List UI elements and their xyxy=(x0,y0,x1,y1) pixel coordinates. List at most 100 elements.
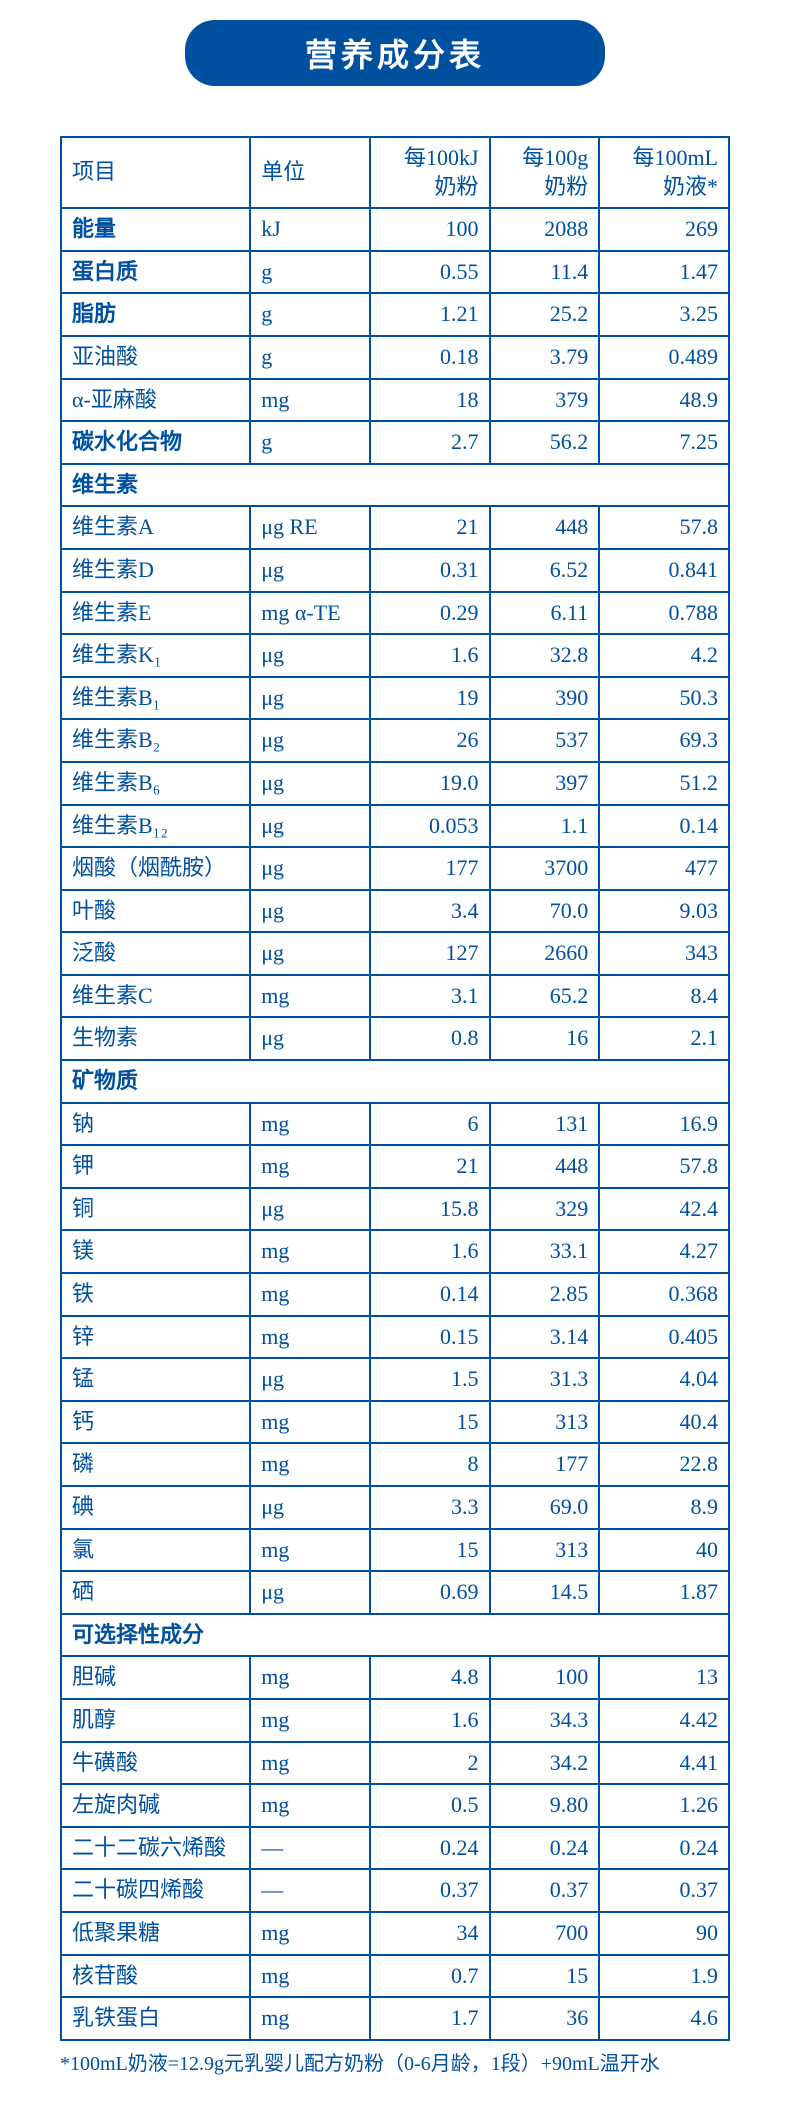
table-row: 钠mg613116.9 xyxy=(61,1103,729,1146)
cell-v3: 3.25 xyxy=(599,293,729,336)
cell-v1: 3.1 xyxy=(370,975,490,1018)
cell-name: 磷 xyxy=(61,1443,250,1486)
table-row: 烟酸（烟酰胺）μg1773700477 xyxy=(61,847,729,890)
cell-name: 亚油酸 xyxy=(61,336,250,379)
cell-unit: mg xyxy=(250,1656,370,1699)
cell-unit: mg xyxy=(250,1103,370,1146)
cell-v1: 19.0 xyxy=(370,762,490,805)
cell-v3: 0.368 xyxy=(599,1273,729,1316)
cell-unit: g xyxy=(250,251,370,294)
cell-unit: mg α-TE xyxy=(250,592,370,635)
cell-v2: 2088 xyxy=(490,208,600,251)
cell-unit: mg xyxy=(250,1699,370,1742)
col-per100g: 每100g奶粉 xyxy=(490,137,600,208)
cell-v2: 11.4 xyxy=(490,251,600,294)
cell-v2: 0.37 xyxy=(490,1869,600,1912)
cell-v3: 57.8 xyxy=(599,506,729,549)
cell-unit: μg xyxy=(250,762,370,805)
nutrition-table: 项目 单位 每100kJ奶粉 每100g奶粉 每100mL奶液* 能量kJ100… xyxy=(60,136,730,2041)
cell-v1: 1.5 xyxy=(370,1358,490,1401)
cell-v2: 397 xyxy=(490,762,600,805)
cell-v1: 0.37 xyxy=(370,1869,490,1912)
cell-name: 生物素 xyxy=(61,1017,250,1060)
cell-v3: 4.27 xyxy=(599,1230,729,1273)
cell-name: 左旋肉碱 xyxy=(61,1784,250,1827)
cell-v3: 40 xyxy=(599,1529,729,1572)
table-row: 叶酸μg3.470.09.03 xyxy=(61,890,729,933)
cell-v2: 131 xyxy=(490,1103,600,1146)
cell-v2: 390 xyxy=(490,677,600,720)
table-row: 维生素Dμg0.316.520.841 xyxy=(61,549,729,592)
table-row: 铁mg0.142.850.368 xyxy=(61,1273,729,1316)
cell-v3: 16.9 xyxy=(599,1103,729,1146)
cell-name: 能量 xyxy=(61,208,250,251)
cell-v1: 177 xyxy=(370,847,490,890)
section-label: 可选择性成分 xyxy=(61,1614,729,1657)
table-row: 乳铁蛋白mg1.7364.6 xyxy=(61,1997,729,2040)
cell-unit: g xyxy=(250,421,370,464)
cell-v3: 7.25 xyxy=(599,421,729,464)
cell-v3: 0.24 xyxy=(599,1827,729,1870)
cell-v2: 32.8 xyxy=(490,634,600,677)
cell-v3: 42.4 xyxy=(599,1188,729,1231)
cell-v2: 329 xyxy=(490,1188,600,1231)
cell-name: 碳水化合物 xyxy=(61,421,250,464)
cell-v3: 0.405 xyxy=(599,1316,729,1359)
cell-v2: 33.1 xyxy=(490,1230,600,1273)
cell-v3: 269 xyxy=(599,208,729,251)
cell-name: 蛋白质 xyxy=(61,251,250,294)
cell-v3: 343 xyxy=(599,932,729,975)
table-row: 氯mg1531340 xyxy=(61,1529,729,1572)
cell-v2: 6.52 xyxy=(490,549,600,592)
table-header-row: 项目 单位 每100kJ奶粉 每100g奶粉 每100mL奶液* xyxy=(61,137,729,208)
table-row: 维生素K₁μg1.632.84.2 xyxy=(61,634,729,677)
cell-v1: 127 xyxy=(370,932,490,975)
table-row: 胆碱mg4.810013 xyxy=(61,1656,729,1699)
cell-v1: 8 xyxy=(370,1443,490,1486)
cell-unit: μg xyxy=(250,719,370,762)
cell-v2: 65.2 xyxy=(490,975,600,1018)
cell-v3: 9.03 xyxy=(599,890,729,933)
page-title: 营养成分表 xyxy=(185,20,605,86)
table-row: 维生素Aμg RE2144857.8 xyxy=(61,506,729,549)
cell-v2: 0.24 xyxy=(490,1827,600,1870)
cell-name: 烟酸（烟酰胺） xyxy=(61,847,250,890)
cell-name: 维生素D xyxy=(61,549,250,592)
cell-v3: 0.841 xyxy=(599,549,729,592)
cell-v3: 4.6 xyxy=(599,1997,729,2040)
cell-v2: 1.1 xyxy=(490,805,600,848)
cell-v3: 0.14 xyxy=(599,805,729,848)
cell-name: 牛磺酸 xyxy=(61,1742,250,1785)
cell-unit: μg xyxy=(250,677,370,720)
cell-unit: μg xyxy=(250,1571,370,1614)
cell-v2: 25.2 xyxy=(490,293,600,336)
cell-v1: 0.55 xyxy=(370,251,490,294)
cell-unit: mg xyxy=(250,1529,370,1572)
cell-name: 叶酸 xyxy=(61,890,250,933)
cell-v1: 0.053 xyxy=(370,805,490,848)
cell-v1: 26 xyxy=(370,719,490,762)
table-row: 硒μg0.6914.51.87 xyxy=(61,1571,729,1614)
cell-v3: 48.9 xyxy=(599,379,729,422)
cell-v2: 56.2 xyxy=(490,421,600,464)
cell-v1: 0.69 xyxy=(370,1571,490,1614)
cell-v3: 1.9 xyxy=(599,1955,729,1998)
cell-v3: 69.3 xyxy=(599,719,729,762)
cell-name: 硒 xyxy=(61,1571,250,1614)
table-row: 肌醇mg1.634.34.42 xyxy=(61,1699,729,1742)
cell-name: 维生素B₂ xyxy=(61,719,250,762)
cell-v2: 15 xyxy=(490,1955,600,1998)
cell-v1: 21 xyxy=(370,506,490,549)
table-row: 维生素B₂μg2653769.3 xyxy=(61,719,729,762)
col-item: 项目 xyxy=(61,137,250,208)
cell-unit: μg RE xyxy=(250,506,370,549)
cell-name: 维生素K₁ xyxy=(61,634,250,677)
cell-v2: 6.11 xyxy=(490,592,600,635)
cell-v2: 3700 xyxy=(490,847,600,890)
cell-v3: 477 xyxy=(599,847,729,890)
cell-unit: mg xyxy=(250,1784,370,1827)
cell-name: 锰 xyxy=(61,1358,250,1401)
table-row: 铜μg15.832942.4 xyxy=(61,1188,729,1231)
col-per100kj: 每100kJ奶粉 xyxy=(370,137,490,208)
cell-unit: mg xyxy=(250,1443,370,1486)
